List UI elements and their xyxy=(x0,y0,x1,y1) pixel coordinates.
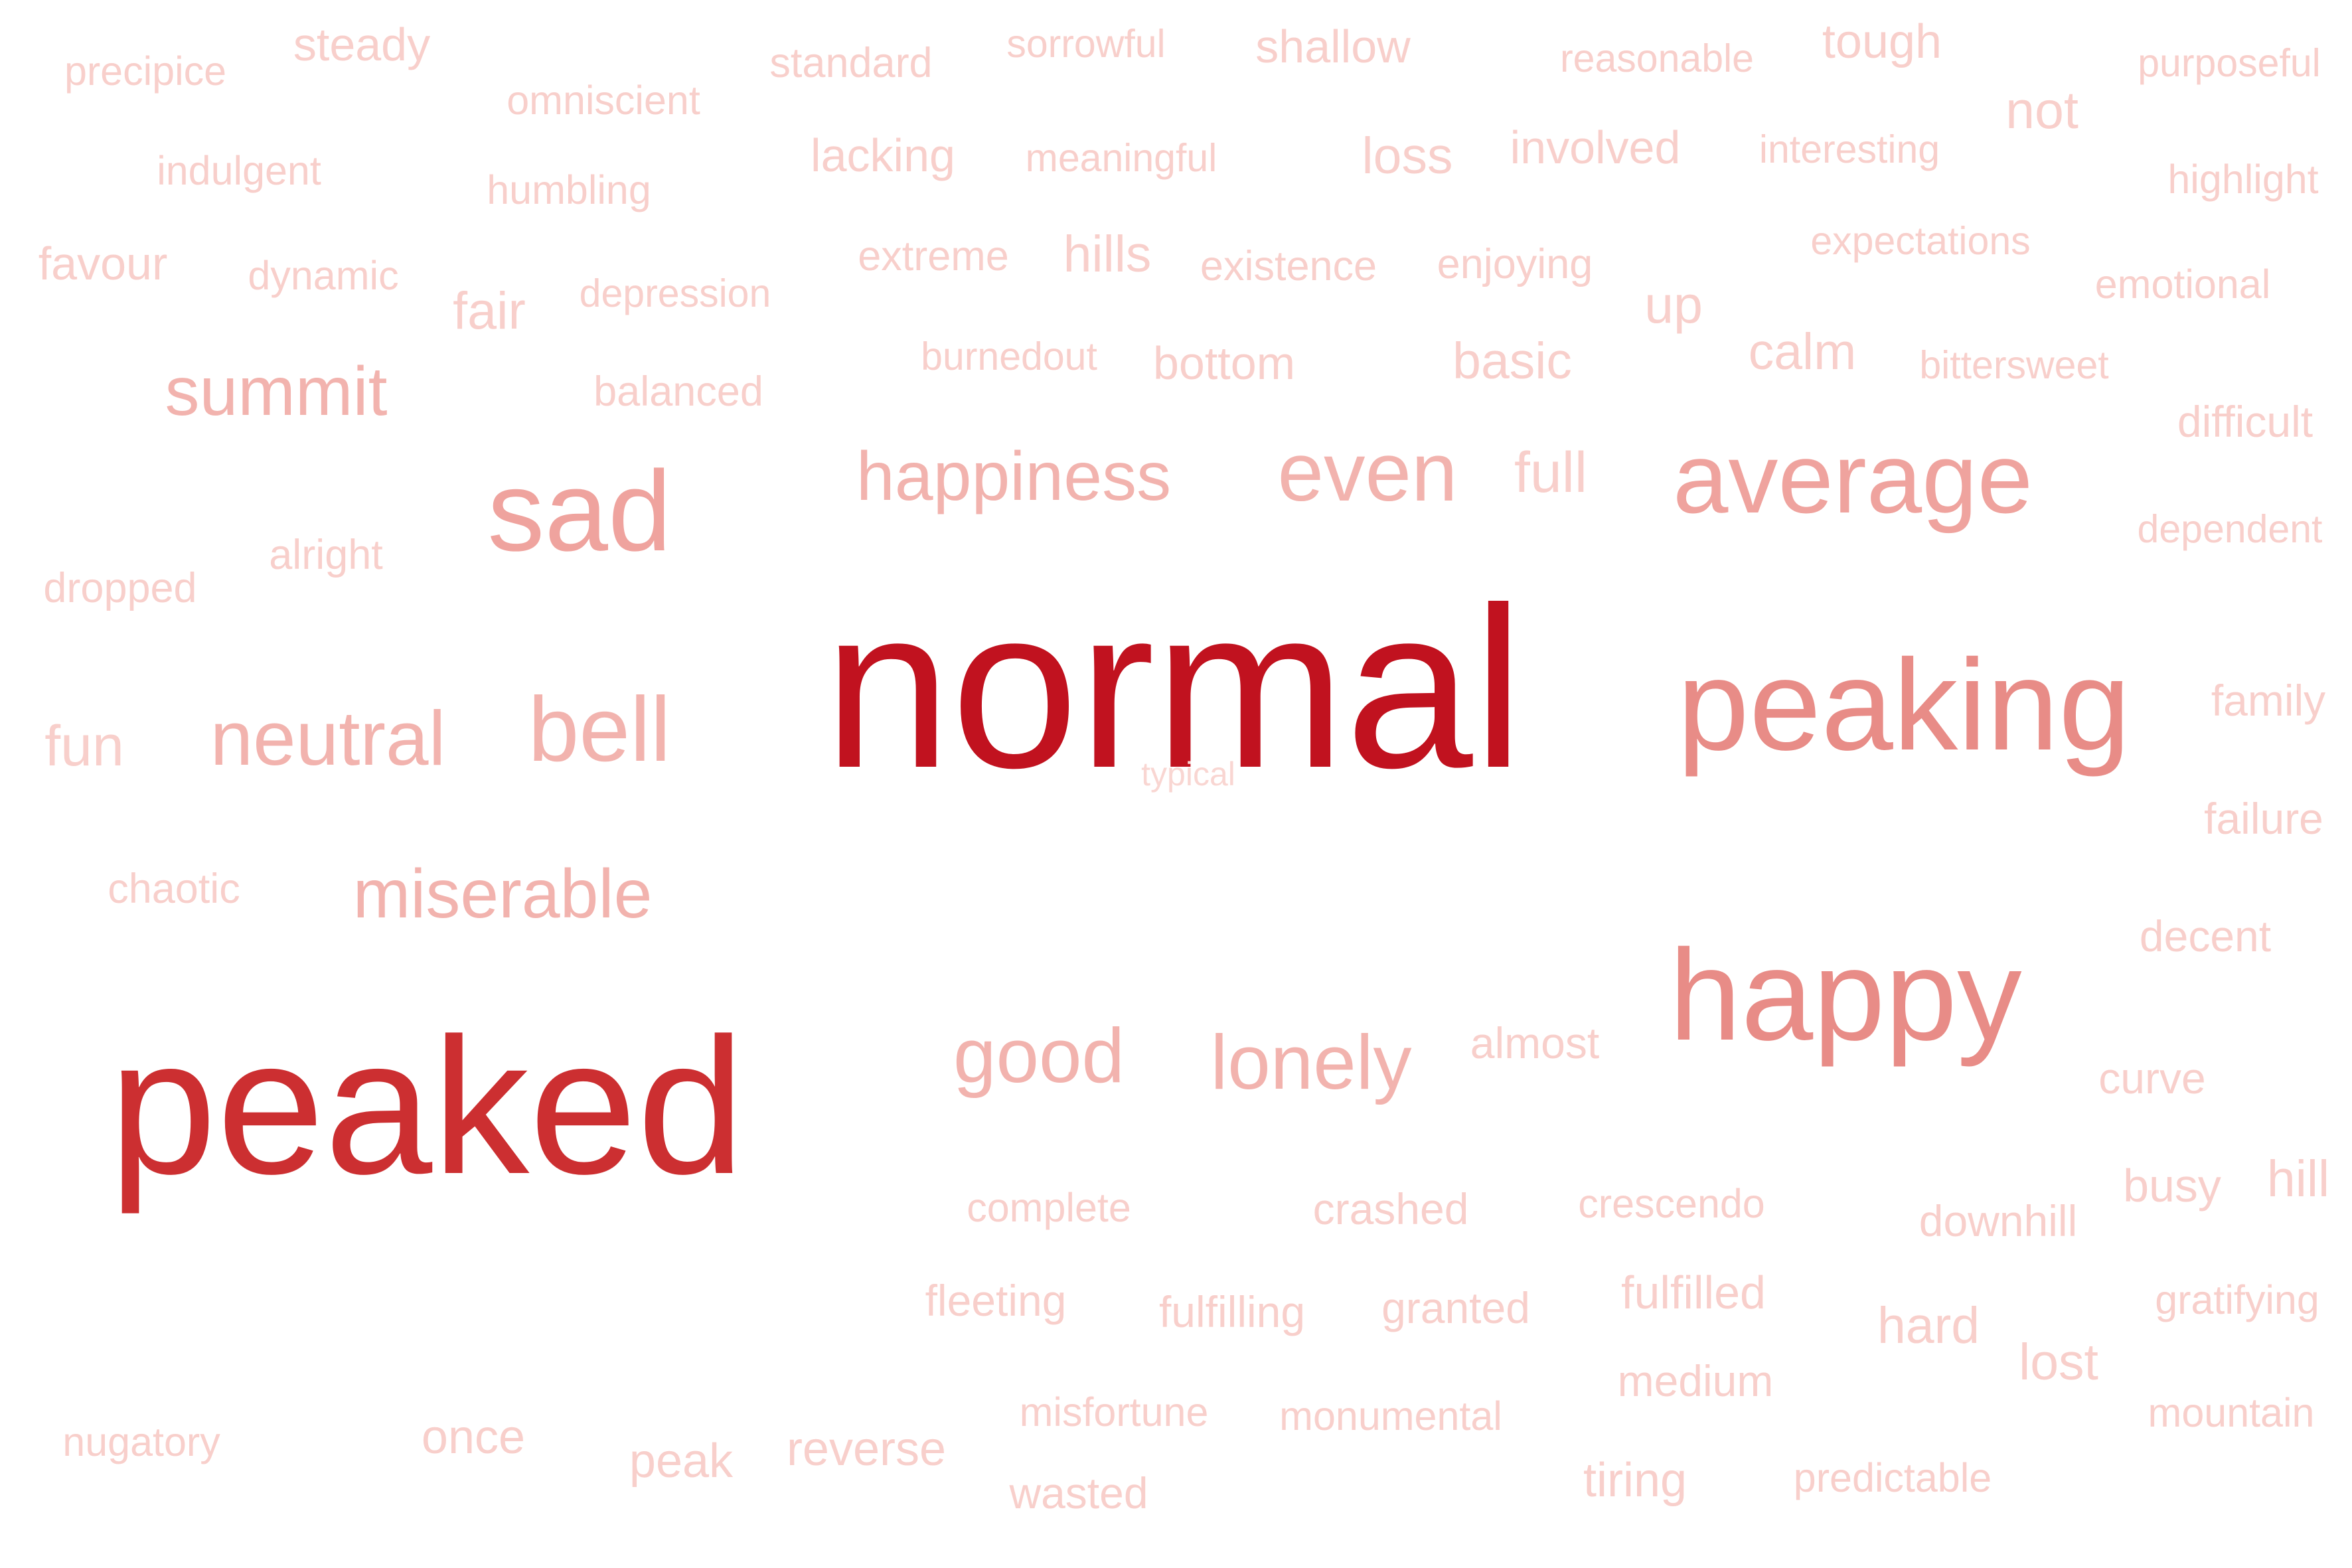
word-basic: basic xyxy=(1452,332,1572,390)
word-busy: busy xyxy=(2123,1160,2221,1212)
word-burnedout: burnedout xyxy=(921,334,1097,378)
word-crashed: crashed xyxy=(1312,1184,1469,1233)
word-happy: happy xyxy=(1669,922,2022,1067)
word-almost: almost xyxy=(1470,1018,1600,1067)
word-lonely: lonely xyxy=(1210,1019,1412,1105)
word-humbling: humbling xyxy=(487,167,651,212)
word-even: even xyxy=(1277,426,1458,518)
word-once: once xyxy=(421,1411,526,1464)
word-granted: granted xyxy=(1381,1283,1530,1332)
word-medium: medium xyxy=(1617,1356,1774,1405)
word-extreme: extreme xyxy=(858,232,1009,279)
word-fulfilled: fulfilled xyxy=(1621,1267,1766,1318)
word-mountain: mountain xyxy=(2148,1389,2315,1435)
word-precipice: precipice xyxy=(64,48,227,94)
word-difficult: difficult xyxy=(2177,397,2313,446)
word-monumental: monumental xyxy=(1279,1393,1502,1439)
word-nugatory: nugatory xyxy=(62,1419,220,1464)
word-dynamic: dynamic xyxy=(248,252,399,298)
word-involved: involved xyxy=(1510,121,1681,173)
word-average: average xyxy=(1672,422,2033,534)
word-neutral: neutral xyxy=(210,695,446,781)
word-up: up xyxy=(1644,274,1703,334)
word-miserable: miserable xyxy=(353,856,653,933)
word-peaking: peaking xyxy=(1677,632,2131,777)
word-alright: alright xyxy=(269,531,383,578)
word-expectations: expectations xyxy=(1810,218,2031,263)
word-tough: tough xyxy=(1822,15,1942,68)
word-fulfilling: fulfilling xyxy=(1158,1287,1306,1336)
word-reasonable: reasonable xyxy=(1560,36,1754,80)
word-misfortune: misfortune xyxy=(1019,1389,1209,1435)
word-failure: failure xyxy=(2204,794,2323,843)
word-not: not xyxy=(2005,80,2078,139)
word-crescendo: crescendo xyxy=(1578,1180,1765,1226)
word-complete: complete xyxy=(967,1184,1131,1230)
word-peak: peak xyxy=(629,1435,734,1488)
word-fair: fair xyxy=(453,280,526,340)
word-dropped: dropped xyxy=(43,564,197,611)
word-hill: hill xyxy=(2266,1150,2330,1208)
word-full: full xyxy=(1514,441,1587,505)
word-lacking: lacking xyxy=(811,129,955,181)
word-wasted: wasted xyxy=(1009,1468,1148,1518)
word-predictable: predictable xyxy=(1793,1454,1992,1500)
word-fun: fun xyxy=(44,714,124,778)
word-decent: decent xyxy=(2139,911,2272,961)
word-sorrowful: sorrowful xyxy=(1006,21,1166,66)
word-favour: favour xyxy=(38,238,168,289)
word-dependent: dependent xyxy=(2137,507,2323,551)
word-downhill: downhill xyxy=(1919,1196,2078,1245)
word-typical: typical xyxy=(1141,755,1235,793)
word-bittersweet: bittersweet xyxy=(1919,343,2109,387)
word-reverse: reverse xyxy=(786,1423,947,1476)
word-meaningful: meaningful xyxy=(1025,135,1217,180)
word-depression: depression xyxy=(579,271,771,315)
word-fleeting: fleeting xyxy=(925,1276,1067,1325)
word-emotional: emotional xyxy=(2094,261,2271,307)
word-chaotic: chaotic xyxy=(108,865,240,912)
word-happiness: happiness xyxy=(856,438,1172,515)
word-good: good xyxy=(953,1012,1125,1099)
word-omniscient: omniscient xyxy=(507,77,700,123)
word-shallow: shallow xyxy=(1255,21,1411,72)
word-gratifying: gratifying xyxy=(2155,1277,2319,1322)
word-calm: calm xyxy=(1748,323,1857,380)
word-purposeful: purposeful xyxy=(2138,40,2321,85)
word-sad: sad xyxy=(487,447,672,575)
word-existence: existence xyxy=(1200,242,1377,289)
word-loss: loss xyxy=(1362,127,1453,185)
word-tiring: tiring xyxy=(1583,1454,1687,1507)
word-normal: normal xyxy=(823,560,1524,816)
word-lost: lost xyxy=(2019,1333,2098,1391)
word-standard: standard xyxy=(769,39,933,86)
word-enjoying: enjoying xyxy=(1437,240,1593,287)
word-steady: steady xyxy=(293,19,431,70)
word-highlight: highlight xyxy=(2167,156,2319,202)
word-indulgent: indulgent xyxy=(157,147,321,193)
word-summit: summit xyxy=(165,353,388,430)
word-bell: bell xyxy=(528,678,671,781)
word-family: family xyxy=(2211,676,2326,725)
word-bottom: bottom xyxy=(1153,337,1295,389)
word-hard: hard xyxy=(1877,1296,1980,1354)
word-balanced: balanced xyxy=(593,368,763,415)
word-hills: hills xyxy=(1063,225,1152,283)
word-peaked: peaked xyxy=(109,998,745,1214)
word-curve: curve xyxy=(2098,1054,2206,1103)
word-interesting: interesting xyxy=(1759,127,1940,171)
